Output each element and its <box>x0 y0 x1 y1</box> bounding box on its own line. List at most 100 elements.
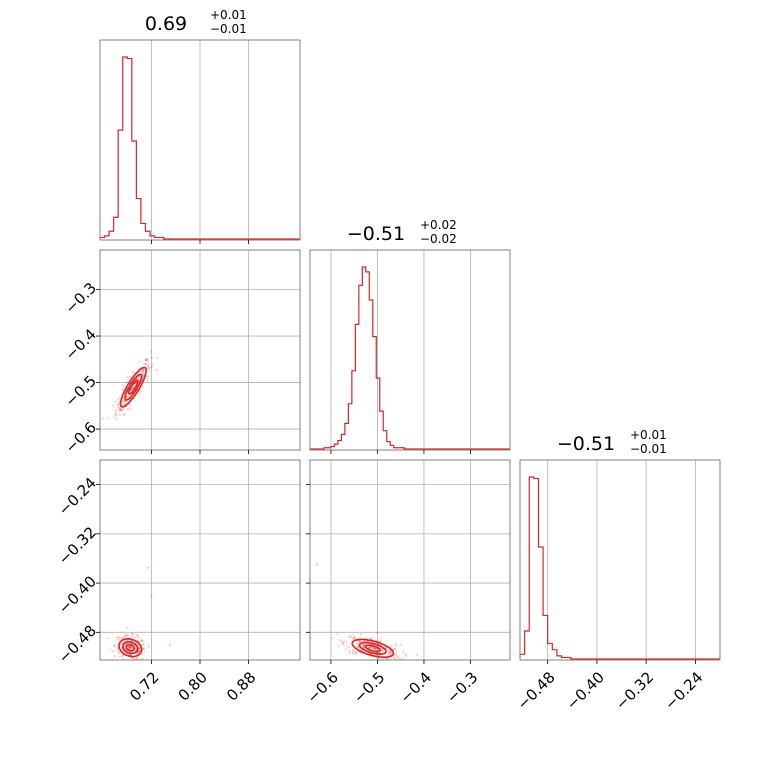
sample-point <box>405 655 407 657</box>
sample-point <box>141 653 143 655</box>
sample-point <box>127 395 129 397</box>
y-tick-label: −0.6 <box>62 418 100 456</box>
sample-point <box>147 360 149 362</box>
sample-point <box>150 351 152 353</box>
scatter-panel-1 <box>100 250 300 450</box>
sample-point <box>345 640 347 642</box>
sample-point <box>150 357 152 359</box>
sample-point <box>121 665 123 667</box>
sample-point <box>113 645 115 647</box>
title-median: −0.51 <box>557 433 615 455</box>
x-tick-label: −0.3 <box>443 668 481 706</box>
sample-point <box>112 405 114 407</box>
sample-point <box>142 369 144 371</box>
sample-point <box>348 646 350 648</box>
sample-point <box>131 635 133 637</box>
x-tick-label: −0.48 <box>513 668 558 713</box>
y-tick-label: −0.48 <box>55 622 100 667</box>
sample-point <box>380 660 382 662</box>
sample-point <box>359 640 361 642</box>
histogram-panel-3 <box>520 460 720 660</box>
sample-point <box>122 384 124 386</box>
sample-point <box>126 662 128 664</box>
sample-point <box>370 637 372 639</box>
scatter-panel-3 <box>310 460 510 668</box>
x-tick-label: 0.72 <box>126 668 162 704</box>
sample-point <box>116 418 118 420</box>
sample-point <box>145 363 147 365</box>
title-median: 0.69 <box>145 13 187 35</box>
sample-point <box>394 647 396 649</box>
sample-point <box>123 408 125 410</box>
sample-point <box>143 371 145 373</box>
scatter-panel-2 <box>100 460 300 668</box>
title-minus-error: −0.02 <box>420 232 457 246</box>
sample-point <box>416 654 418 656</box>
sample-point <box>142 386 144 388</box>
sample-point <box>139 361 141 363</box>
sample-point <box>126 627 128 629</box>
sample-point <box>404 653 406 655</box>
title-median: −0.51 <box>347 223 405 245</box>
sample-point <box>345 648 347 650</box>
sample-point <box>117 407 119 409</box>
histogram-step-line <box>310 267 510 449</box>
sample-point <box>141 640 143 642</box>
x-tick-label: −0.40 <box>563 668 608 713</box>
x-tick-label: −0.5 <box>350 668 388 706</box>
sample-point <box>349 652 351 654</box>
sample-point <box>113 417 115 419</box>
sample-point <box>114 655 116 657</box>
sample-point <box>119 414 121 416</box>
y-tick-label: −0.24 <box>55 474 100 519</box>
sample-point <box>119 656 121 658</box>
sample-point <box>117 638 119 640</box>
sample-point <box>102 418 104 420</box>
title-minus-error: −0.01 <box>210 22 247 36</box>
sample-point <box>141 644 143 646</box>
x-tick-label: 0.88 <box>223 668 259 704</box>
sample-point <box>364 666 366 668</box>
sample-point <box>388 649 390 651</box>
sample-point <box>114 401 116 403</box>
sample-point <box>390 645 392 647</box>
sample-point <box>355 651 357 653</box>
sample-point <box>401 657 403 659</box>
sample-point <box>122 389 124 391</box>
sample-point <box>147 365 149 367</box>
sample-point <box>115 412 117 414</box>
sample-point <box>402 650 404 652</box>
sample-point <box>143 647 145 649</box>
sample-point <box>140 390 142 392</box>
sample-point <box>132 371 134 373</box>
sample-point <box>345 645 347 647</box>
sample-point <box>331 636 333 638</box>
sample-point <box>353 635 355 637</box>
sample-point <box>138 392 140 394</box>
sample-point <box>148 646 150 648</box>
sample-point <box>118 401 120 403</box>
sample-point <box>107 637 109 639</box>
title-minus-error: −0.01 <box>630 442 667 456</box>
sample-point <box>156 369 158 371</box>
sample-point <box>389 652 391 654</box>
y-tick-label: −0.5 <box>62 372 100 410</box>
sample-point <box>369 661 371 663</box>
sample-point <box>356 643 358 645</box>
sample-point <box>360 633 362 635</box>
sample-point <box>121 402 123 404</box>
panel-frame <box>520 460 720 660</box>
title-plus-error: +0.01 <box>630 428 667 442</box>
sample-point <box>152 363 154 365</box>
sample-point <box>151 366 153 368</box>
sample-point <box>395 644 397 646</box>
y-tick-label: −0.3 <box>62 279 100 317</box>
sample-point <box>123 635 125 637</box>
sample-point <box>148 369 150 371</box>
sample-point <box>350 637 352 639</box>
panel-title-2: −0.51 +0.02−0.02 <box>347 218 457 246</box>
sample-point <box>380 640 382 642</box>
sample-point <box>134 636 136 638</box>
sample-point <box>126 634 128 636</box>
